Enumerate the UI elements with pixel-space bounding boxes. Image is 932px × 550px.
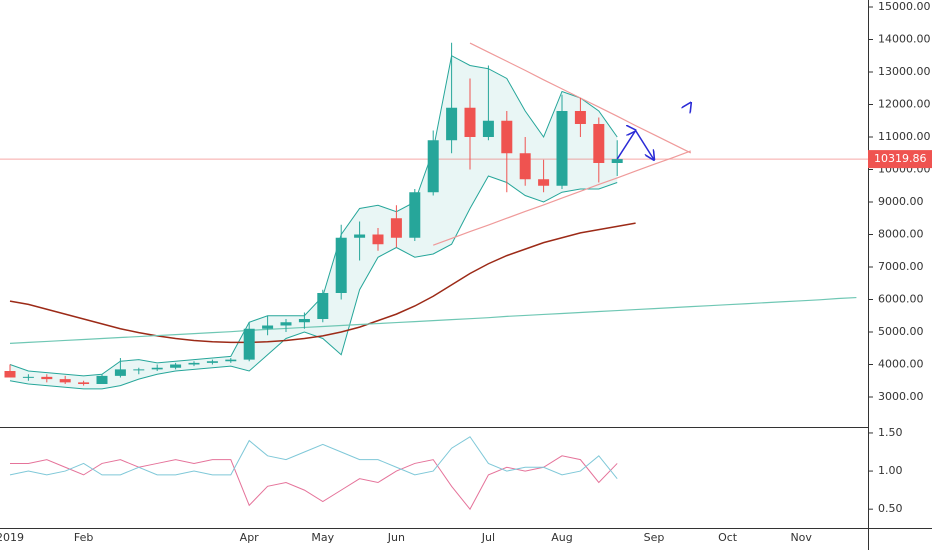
y-tick-label: 3000.00 — [878, 390, 924, 403]
candle-body — [446, 107, 458, 141]
candle-body — [556, 110, 568, 186]
candle-body — [501, 120, 513, 154]
candle-body — [482, 120, 494, 137]
candle-body — [59, 379, 71, 383]
y-tick-label: 0.50 — [878, 502, 903, 515]
candle-body — [538, 179, 550, 186]
candle-body — [354, 234, 366, 238]
band-lower — [9, 175, 618, 390]
candle-body — [262, 325, 274, 329]
candle-body — [206, 361, 218, 363]
x-tick-label: Jul — [481, 531, 495, 544]
y-tick-label: 5000.00 — [878, 325, 924, 338]
x-tick-label: 2019 — [0, 531, 24, 544]
y-tick-label: 15000.00 — [878, 0, 931, 13]
candle-body — [243, 328, 255, 360]
y-tick-label: 8000.00 — [878, 227, 924, 240]
indicator-line — [432, 150, 692, 246]
y-tick-label: 12000.00 — [878, 97, 931, 110]
indicator-line — [9, 222, 636, 344]
indicator-line — [469, 42, 692, 154]
candle-body — [372, 234, 384, 245]
candle-body — [114, 369, 126, 376]
candle-body — [78, 382, 90, 385]
x-tick-label: Aug — [551, 531, 572, 544]
y-tick-label: 1.50 — [878, 426, 903, 439]
candle-body — [390, 218, 402, 238]
price-label-box — [868, 150, 932, 169]
candle-body — [225, 359, 237, 362]
x-tick-label: Feb — [74, 531, 93, 544]
y-tick-label: 7000.00 — [878, 260, 924, 273]
x-tick-label: Oct — [718, 531, 738, 544]
candle-body — [22, 376, 34, 378]
y-tick-label: 1.00 — [878, 464, 903, 477]
candle-body — [574, 110, 586, 124]
candle-body — [96, 375, 108, 385]
y-tick-label: 4000.00 — [878, 358, 924, 371]
candle-body — [188, 362, 200, 365]
band-fill — [10, 55, 618, 389]
candle-body — [151, 367, 163, 370]
indicator-line — [9, 296, 857, 344]
candle-body — [41, 376, 53, 380]
projection-arrow — [617, 103, 691, 160]
y-tick-label: 9000.00 — [878, 195, 924, 208]
y-tick-label: 13000.00 — [878, 65, 931, 78]
oscillator-line — [10, 455, 618, 511]
candle-body — [335, 237, 347, 293]
oscillator-line — [9, 436, 618, 479]
candle-body — [464, 107, 476, 137]
candle-body — [4, 371, 16, 378]
price-label: 10319.86 — [874, 152, 927, 165]
candle-body — [298, 318, 310, 323]
y-tick-label: 11000.00 — [878, 130, 931, 143]
y-tick-label: 6000.00 — [878, 292, 924, 305]
y-tick-label: 14000.00 — [878, 32, 931, 45]
candle-body — [519, 153, 531, 180]
candle-body — [170, 364, 182, 368]
candle-body — [593, 123, 605, 163]
band-upper — [9, 54, 618, 377]
candle-body — [427, 140, 439, 193]
candle-body — [317, 292, 329, 319]
candle-body — [409, 192, 421, 238]
candle-body — [611, 159, 623, 163]
candle-body — [133, 369, 145, 371]
x-tick-label: Sep — [644, 531, 665, 544]
x-tick-label: Nov — [790, 531, 812, 544]
x-tick-label: Apr — [240, 531, 260, 544]
candle-body — [280, 322, 292, 326]
x-tick-label: May — [311, 531, 334, 544]
x-tick-label: Jun — [387, 531, 405, 544]
